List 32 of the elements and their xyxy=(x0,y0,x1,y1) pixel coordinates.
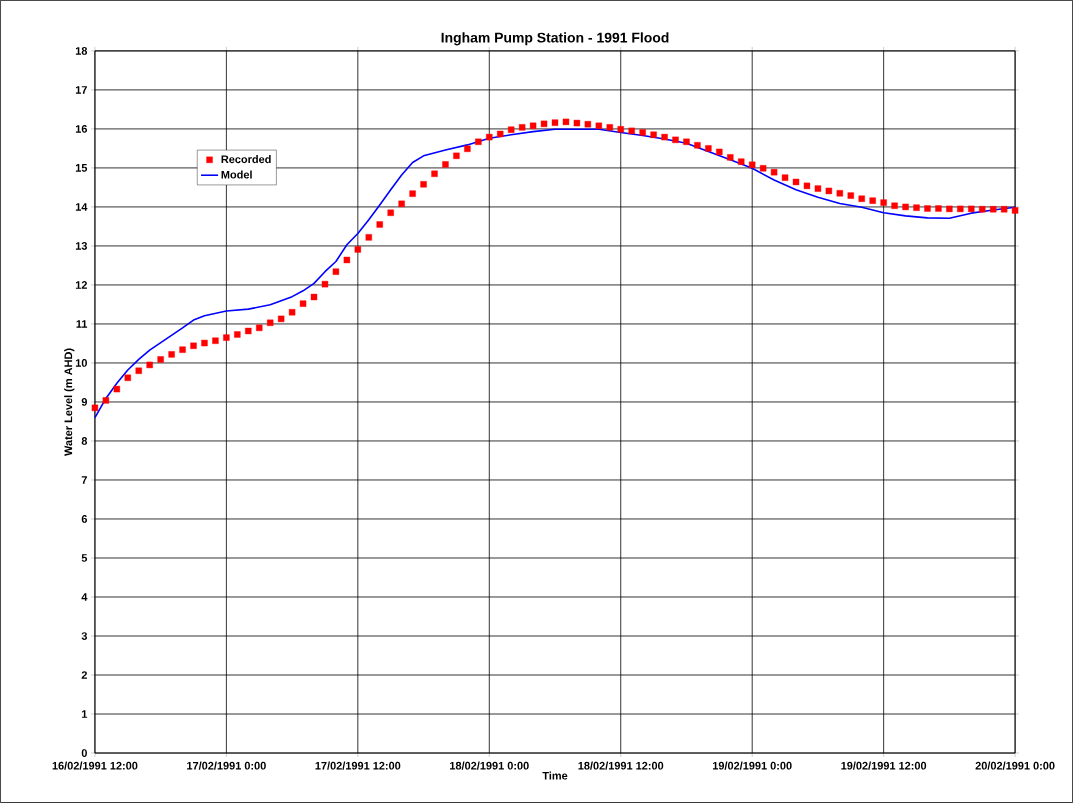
y-tick-label: 7 xyxy=(81,476,87,484)
x-tick-label: 16/02/1991 12:00 xyxy=(52,761,138,770)
y-tick-label: 16 xyxy=(75,125,88,133)
y-tick-label: 1 xyxy=(82,710,88,718)
y-tick-label: 3 xyxy=(81,632,88,640)
x-axis-title: Time xyxy=(542,771,568,780)
legend-label: Model xyxy=(221,170,252,179)
y-tick-label: 15 xyxy=(75,164,88,172)
y-tick-label: 11 xyxy=(76,320,88,328)
y-tick-label: 18 xyxy=(75,47,88,55)
y-tick-label: 17 xyxy=(75,86,87,94)
legend-label: Recorded xyxy=(221,155,271,164)
y-tick-label: 0 xyxy=(81,749,87,757)
x-tick-label: 19/02/1991 0:00 xyxy=(712,761,792,770)
y-tick-label: 8 xyxy=(81,437,88,445)
y-tick-label: 13 xyxy=(75,242,88,250)
y-tick-label: 4 xyxy=(81,593,88,601)
chart-title: Ingham Pump Station - 1991 Flood xyxy=(441,32,669,46)
x-tick-label: 17/02/1991 0:00 xyxy=(187,761,266,770)
y-tick-label: 2 xyxy=(81,671,87,679)
y-tick-label: 9 xyxy=(81,398,88,406)
y-tick-label: 5 xyxy=(81,554,88,562)
y-tick-label: 10 xyxy=(75,359,87,367)
y-tick-label: 14 xyxy=(75,203,88,211)
x-tick-label: 20/02/1991 0:00 xyxy=(975,761,1055,770)
x-tick-label: 18/02/1991 12:00 xyxy=(578,761,664,770)
x-tick-label: 19/02/1991 12:00 xyxy=(841,761,927,770)
y-axis-title: Water Level (m AHD) xyxy=(64,348,75,456)
x-tick-label: 17/02/1991 12:00 xyxy=(315,761,401,770)
x-tick-label: 18/02/1991 0:00 xyxy=(450,761,529,770)
y-tick-label: 12 xyxy=(75,281,87,289)
y-tick-label: 6 xyxy=(81,515,88,523)
